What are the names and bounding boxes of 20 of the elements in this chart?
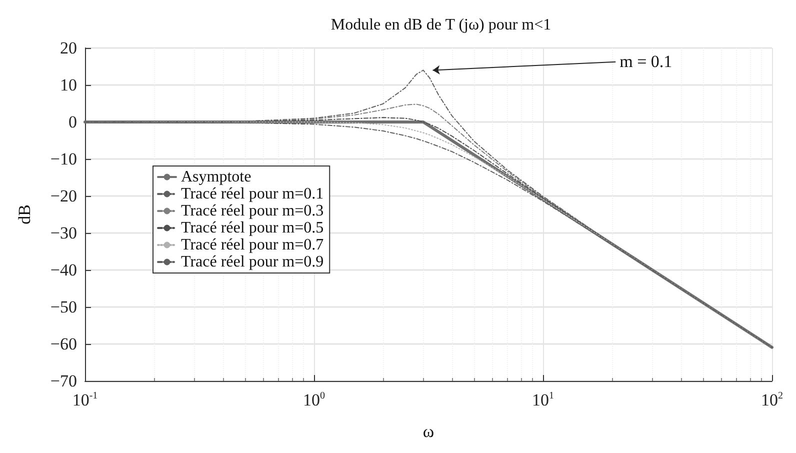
y-tick-label: 0 <box>68 112 77 132</box>
legend-label: Tracé réel pour m=0.1 <box>181 186 324 202</box>
y-tick-label: −60 <box>50 334 77 354</box>
y-axis-title: dB <box>15 204 34 224</box>
y-tick-label: 10 <box>60 76 77 94</box>
legend-label: Tracé réel pour m=0.5 <box>181 220 324 236</box>
x-axis-title: ω <box>422 422 434 441</box>
y-tick-label: −70 <box>50 372 77 390</box>
y-tick-label: −10 <box>50 150 77 168</box>
legend-label: Tracé réel pour m=0.7 <box>181 236 324 254</box>
legend-label: Tracé réel pour m=0.3 <box>181 202 324 220</box>
y-tick-label: −50 <box>50 298 77 316</box>
legend-label: Asymptote <box>181 168 252 186</box>
y-tick-label: −40 <box>50 260 77 280</box>
y-tick-label: 20 <box>60 38 77 58</box>
annotation: m = 0.1 <box>620 52 672 72</box>
chart-title: Module en dB de T (jω) pour m<1 <box>330 16 552 34</box>
legend-label: Tracé réel pour m=0.9 <box>181 254 324 270</box>
y-tick-label: −30 <box>50 224 77 242</box>
y-tick-label: −20 <box>50 186 77 206</box>
